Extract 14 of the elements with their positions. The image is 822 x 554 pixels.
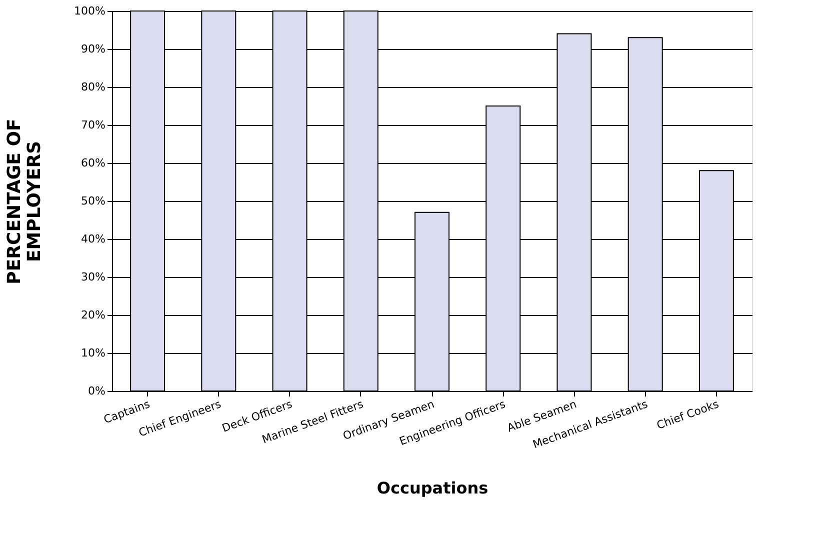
y-tick-label: 90%	[81, 42, 106, 56]
y-tick-label: 40%	[81, 232, 106, 246]
y-tick-label: 80%	[81, 80, 106, 94]
y-tick-label: 10%	[81, 346, 106, 360]
y-tick-label: 100%	[74, 4, 106, 18]
x-tick-label: Chief Cooks	[654, 397, 721, 432]
y-tick-label: 70%	[81, 118, 106, 132]
y-tick-label: 60%	[81, 156, 106, 170]
x-axis-title: Occupations	[376, 478, 488, 498]
y-axis-title: PERCENTAGE OF EMPLOYERS	[4, 118, 46, 284]
y-tick-label: 20%	[81, 308, 106, 322]
y-tick-label: 0%	[88, 384, 106, 398]
y-tick-label: 30%	[81, 270, 106, 284]
y-tick-label: 50%	[81, 194, 106, 208]
